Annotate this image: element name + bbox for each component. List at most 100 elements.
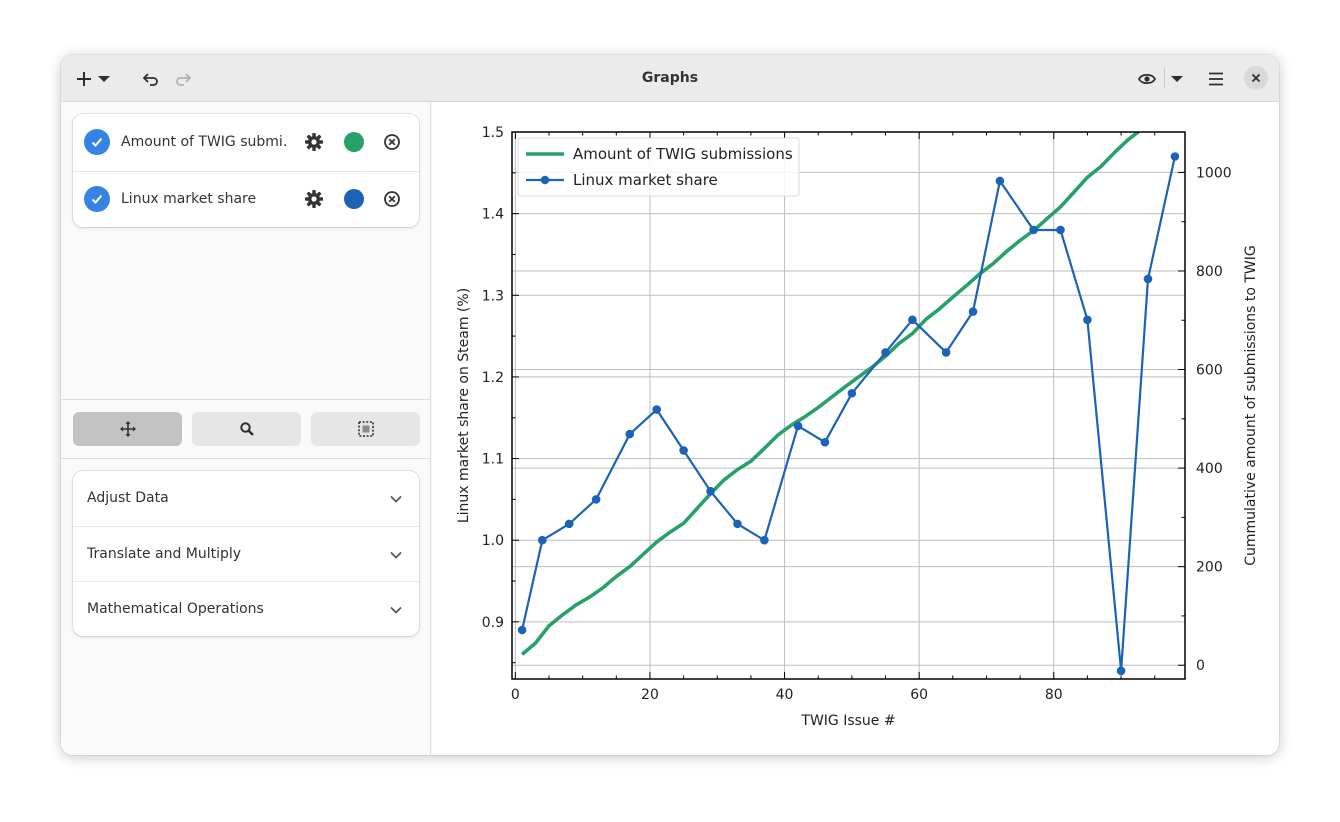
sidebar-divider [61,399,431,400]
data-point[interactable] [995,176,1005,186]
view-options-dropdown[interactable] [1167,67,1187,91]
move-arrows-icon [119,421,136,437]
data-point[interactable] [625,429,635,439]
y-tick-label: 1.2 [482,370,504,386]
remove-circle-icon[interactable] [383,133,401,151]
item-checkbox[interactable] [84,186,110,212]
close-button[interactable] [1244,66,1268,90]
data-point[interactable] [1029,225,1038,235]
data-point[interactable] [968,307,978,316]
plus-icon [77,72,110,86]
data-point[interactable] [537,535,547,545]
tool-label: Adjust Data [87,490,169,506]
checkmark-icon [91,194,103,204]
data-point[interactable] [517,625,527,635]
data-point[interactable] [908,315,917,325]
data-point[interactable] [733,519,742,529]
legend-marker [540,175,550,185]
data-point[interactable] [760,535,769,545]
app-window: Graphs [61,55,1279,755]
view-toggle-button[interactable] [1134,67,1160,91]
data-item-list: Amount of TWIG submi… [73,114,419,227]
data-point[interactable] [1056,225,1065,235]
line-chart[interactable]: 0 20 40 60 80 0.9 1.0 1.1 1.2 1.3 1.4 1.5 0 200 400 600… [432,102,1279,755]
y2-tick-label: 600 [1196,363,1223,379]
plot-frame [511,131,1186,680]
data-point[interactable] [820,437,830,447]
gear-icon[interactable] [304,189,324,209]
chevron-down-icon [390,495,402,503]
series-1 [517,152,1180,676]
item-color-button[interactable] [344,189,364,209]
data-item[interactable]: Linux market share [73,171,419,227]
data-point[interactable] [1170,152,1180,161]
y-tick-label: 1.1 [482,452,504,468]
x-tick-label: 40 [776,687,794,703]
data-point[interactable] [941,348,951,357]
window-title: Graphs [641,70,699,86]
data-point[interactable] [847,388,857,398]
data-point[interactable] [1143,274,1153,284]
tools-list: Adjust Data Translate and Multiply Mathe… [73,471,419,636]
y2-tick-label: 400 [1196,461,1223,477]
hamburger-menu-icon [1209,72,1223,86]
item-checkbox[interactable] [84,129,110,155]
plot-canvas[interactable]: 0 20 40 60 80 0.9 1.0 1.1 1.2 1.3 1.4 1.5 0 200 400 600… [432,102,1279,755]
data-point[interactable] [564,519,574,529]
redo-icon [176,73,192,86]
chevron-down-icon [390,606,402,614]
series-0 [520,132,1142,656]
item-label: Amount of TWIG submi… [121,134,289,150]
data-item[interactable]: Amount of TWIG submi… [73,114,419,170]
sidebar: Amount of TWIG submi… [61,102,431,755]
close-icon [1251,73,1261,83]
data-point[interactable] [591,495,601,504]
legend-label: Linux market share [573,171,718,189]
y-tick-label: 0.9 [482,615,504,631]
y2-tick-label: 800 [1196,264,1223,280]
series-line [521,156,1176,672]
eye-icon [1137,73,1157,85]
x-tick-label: 20 [641,687,659,703]
header-bar: Graphs [61,55,1279,102]
y2-tick-label: 0 [1196,658,1205,674]
tool-label: Mathematical Operations [87,601,264,617]
data-point[interactable] [1116,666,1126,676]
legend: Amount of TWIG submissions Linux market s… [517,137,800,197]
magnifier-icon [239,422,254,436]
x-axis-label: TWIG Issue # [800,713,895,729]
gear-icon[interactable] [304,132,324,152]
y2-tick-label: 200 [1196,560,1223,576]
translate-multiply-expander[interactable]: Translate and Multiply [73,526,419,581]
data-point[interactable] [652,405,661,414]
adjust-data-expander[interactable]: Adjust Data [73,471,419,526]
add-data-button[interactable] [73,67,113,91]
grid-lines [512,131,1185,679]
checkmark-icon [91,137,103,147]
legend-label: Amount of TWIG submissions [573,145,793,163]
y-tick-label: 1.0 [482,533,504,549]
data-point[interactable] [881,348,890,357]
legend-box [517,137,800,197]
y-axis-label: Linux market share on Steam (%) [456,288,472,523]
item-color-button[interactable] [344,132,364,152]
x-tick-label: 0 [511,687,520,703]
redo-button[interactable] [172,67,196,91]
selection-box-icon [357,421,374,437]
data-point[interactable] [679,446,688,455]
undo-button[interactable] [138,67,162,91]
main-menu-button[interactable] [1204,67,1228,91]
data-point[interactable] [793,421,803,431]
data-point[interactable] [1083,315,1092,325]
math-operations-expander[interactable]: Mathematical Operations [73,581,419,636]
header-separator [1164,68,1165,88]
select-mode-button[interactable] [311,412,420,446]
y-tick-label: 1.3 [482,288,504,304]
chevron-down-icon [390,551,402,559]
pan-mode-button[interactable] [73,412,182,446]
data-point[interactable] [706,486,715,496]
remove-circle-icon[interactable] [383,190,401,208]
zoom-mode-button[interactable] [192,412,301,446]
item-label: Linux market share [121,191,257,207]
y2-tick-label: 1000 [1196,165,1232,181]
